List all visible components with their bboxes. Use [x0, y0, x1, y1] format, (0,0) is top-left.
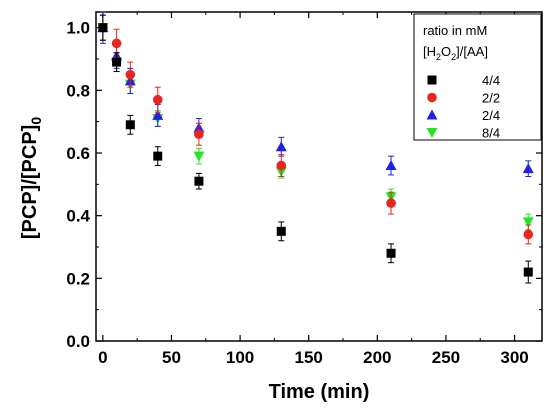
y-tick-label: 0.0 — [66, 332, 90, 351]
legend-label-2-4: 2/4 — [482, 108, 500, 123]
data-point — [125, 69, 136, 80]
data-point — [152, 109, 164, 120]
legend-marker-2-2 — [427, 92, 437, 103]
x-tick-label: 250 — [432, 348, 460, 367]
data-point — [111, 38, 122, 49]
legend-title-sub2: 2 — [451, 52, 456, 62]
data-point — [276, 160, 287, 171]
data-point — [193, 151, 205, 162]
data-point — [385, 160, 397, 171]
x-tick-label: 100 — [226, 348, 254, 367]
legend: ratio in mM [H2O2]/[AA] 4/42/22/48/4 — [413, 13, 542, 141]
data-point — [112, 57, 122, 67]
data-point — [275, 141, 287, 152]
y-tick-label: 0.2 — [66, 269, 90, 288]
legend-title-part-b: O — [441, 44, 451, 59]
y-axis-title-main: [PCP]/[PCP] — [19, 125, 41, 239]
y-tick-label: 0.6 — [66, 144, 90, 163]
x-tick-label: 50 — [162, 348, 181, 367]
data-point — [276, 226, 286, 236]
data-point — [522, 217, 534, 228]
legend-marker-8-4 — [426, 128, 438, 138]
series-4-4 — [98, 14, 533, 284]
data-point — [194, 129, 204, 139]
series-layer — [97, 11, 534, 284]
x-axis-title: Time (min) — [269, 381, 370, 403]
x-tick-label: 300 — [500, 348, 528, 367]
y-tick-label: 1.0 — [66, 19, 90, 38]
plot-frame — [95, 11, 543, 342]
x-axis-ticks: 0 50 100 150 200 250 300 — [98, 12, 529, 367]
data-point — [152, 94, 163, 105]
x-tick-label: 0 — [98, 348, 107, 367]
y-axis-title: [PCP]/[PCP]0 — [19, 117, 44, 239]
y-axis-ticks: 0.0 0.2 0.4 0.6 0.8 1.0 — [66, 19, 542, 351]
legend-title-part-a: [H — [423, 44, 436, 59]
legend-title-sub1: 2 — [436, 52, 441, 62]
data-point — [194, 176, 204, 186]
legend-label-8-4: 8/4 — [482, 126, 500, 141]
legend-label-2-2: 2/2 — [482, 91, 500, 106]
y-axis-title-subscript: 0 — [28, 117, 44, 125]
legend-items: 4/4 2/2 2/4 8/4 — [426, 73, 500, 141]
x-tick-label: 150 — [295, 348, 323, 367]
data-point — [522, 163, 534, 174]
data-point — [98, 23, 108, 33]
legend-marker-2-4 — [426, 109, 438, 120]
y-tick-label: 0.8 — [66, 81, 90, 100]
legend-title-line2: [H2O2]/[AA] — [423, 44, 488, 62]
legend-title-line1: ratio in mM — [423, 23, 487, 38]
legend-marker-4-4 — [427, 75, 437, 85]
legend-label-4-4: 4/4 — [482, 73, 500, 88]
x-tick-label: 200 — [363, 348, 391, 367]
legend-title-part-c: ]/[AA] — [456, 44, 488, 59]
data-point — [523, 229, 534, 240]
data-point — [153, 151, 163, 161]
y-tick-label: 0.4 — [66, 207, 90, 226]
data-point — [386, 248, 396, 258]
data-point — [523, 267, 533, 277]
data-point — [125, 120, 135, 130]
data-point — [386, 198, 396, 208]
